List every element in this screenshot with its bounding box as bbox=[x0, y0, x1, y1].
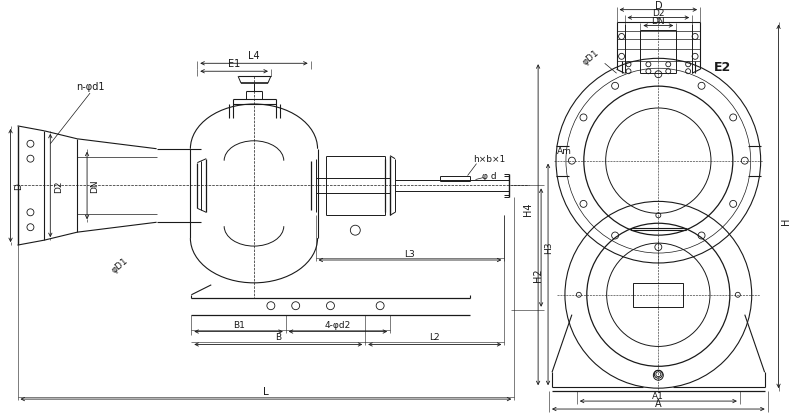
Text: D2: D2 bbox=[54, 180, 63, 192]
Text: H: H bbox=[782, 217, 791, 224]
Text: DN: DN bbox=[90, 179, 100, 193]
Text: D: D bbox=[14, 183, 23, 190]
Text: DN: DN bbox=[651, 17, 665, 26]
Text: φD1: φD1 bbox=[109, 256, 130, 275]
Text: 4-φd2: 4-φd2 bbox=[324, 320, 351, 329]
Text: H4: H4 bbox=[523, 202, 533, 215]
Text: A1: A1 bbox=[652, 391, 664, 400]
Text: A: A bbox=[655, 398, 662, 408]
Text: h×b×1: h×b×1 bbox=[473, 155, 506, 164]
Text: L2: L2 bbox=[430, 332, 440, 341]
Text: Am: Am bbox=[557, 147, 572, 156]
Text: B: B bbox=[275, 332, 282, 341]
Text: L: L bbox=[263, 386, 269, 396]
Text: L4: L4 bbox=[248, 51, 260, 61]
Text: n-φd1: n-φd1 bbox=[76, 82, 105, 92]
Text: φ d: φ d bbox=[482, 172, 497, 180]
Text: B1: B1 bbox=[233, 320, 245, 329]
Text: H2: H2 bbox=[533, 268, 543, 282]
Text: E1: E1 bbox=[228, 59, 240, 69]
Bar bbox=[634, 283, 683, 307]
Text: L3: L3 bbox=[405, 249, 415, 258]
Text: D2: D2 bbox=[652, 9, 665, 18]
Text: E2: E2 bbox=[714, 61, 732, 74]
Text: φD1: φD1 bbox=[580, 48, 601, 66]
Text: D: D bbox=[654, 1, 663, 11]
Text: H3: H3 bbox=[544, 241, 554, 254]
